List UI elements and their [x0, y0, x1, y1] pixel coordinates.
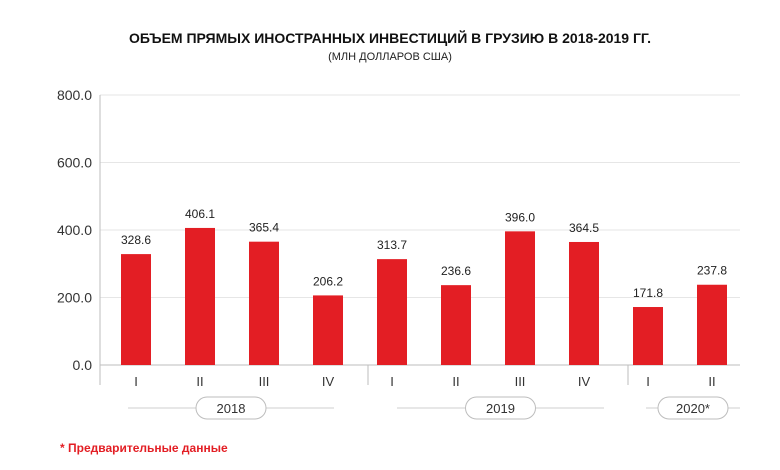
- x-tick-label: I: [646, 374, 650, 389]
- y-tick-label: 0.0: [73, 357, 93, 373]
- x-tick-label: II: [452, 374, 459, 389]
- data-label: 406.1: [185, 207, 215, 221]
- y-tick-label: 400.0: [57, 222, 92, 238]
- data-label: 237.8: [697, 264, 727, 278]
- y-tick-label: 600.0: [57, 155, 92, 171]
- bar: [505, 231, 535, 365]
- bar: [441, 285, 471, 365]
- bar: [697, 285, 727, 365]
- x-tick-label: I: [134, 374, 138, 389]
- bar: [185, 228, 215, 365]
- x-tick-label: I: [390, 374, 394, 389]
- x-tick-label: II: [708, 374, 715, 389]
- bar: [633, 307, 663, 365]
- data-label: 364.5: [569, 221, 599, 235]
- group-label: 2019: [486, 401, 515, 416]
- data-label: 206.2: [313, 274, 343, 288]
- data-label: 236.6: [441, 264, 471, 278]
- bar: [313, 295, 343, 365]
- data-label: 171.8: [633, 286, 663, 300]
- bar: [377, 259, 407, 365]
- bar: [121, 254, 151, 365]
- x-tick-label: II: [196, 374, 203, 389]
- bar: [249, 242, 279, 365]
- x-tick-label: IV: [322, 374, 335, 389]
- x-tick-label: III: [515, 374, 526, 389]
- bar: [569, 242, 599, 365]
- x-tick-label: III: [259, 374, 270, 389]
- y-tick-label: 200.0: [57, 290, 92, 306]
- footnote: * Предварительные данные: [60, 441, 228, 455]
- group-label: 2020*: [676, 401, 710, 416]
- group-label: 2018: [217, 401, 246, 416]
- x-tick-label: IV: [578, 374, 591, 389]
- y-tick-label: 800.0: [57, 87, 92, 103]
- data-label: 365.4: [249, 221, 279, 235]
- data-label: 313.7: [377, 238, 407, 252]
- data-label: 328.6: [121, 233, 151, 247]
- bar-chart: 0.0200.0400.0600.0800.0328.6I406.1II365.…: [0, 0, 780, 440]
- data-label: 396.0: [505, 210, 535, 224]
